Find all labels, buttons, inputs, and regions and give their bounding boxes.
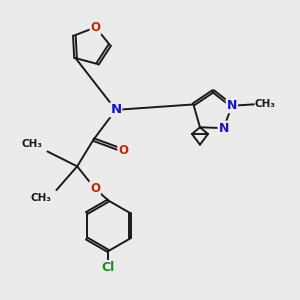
Text: O: O bbox=[91, 21, 100, 34]
Text: O: O bbox=[118, 143, 128, 157]
Text: Cl: Cl bbox=[102, 261, 115, 274]
Text: CH₃: CH₃ bbox=[22, 139, 43, 148]
Text: CH₃: CH₃ bbox=[255, 99, 276, 109]
Text: N: N bbox=[227, 99, 237, 112]
Text: N: N bbox=[110, 103, 122, 116]
Text: N: N bbox=[218, 122, 229, 135]
Text: CH₃: CH₃ bbox=[31, 193, 52, 203]
Text: O: O bbox=[90, 182, 100, 195]
